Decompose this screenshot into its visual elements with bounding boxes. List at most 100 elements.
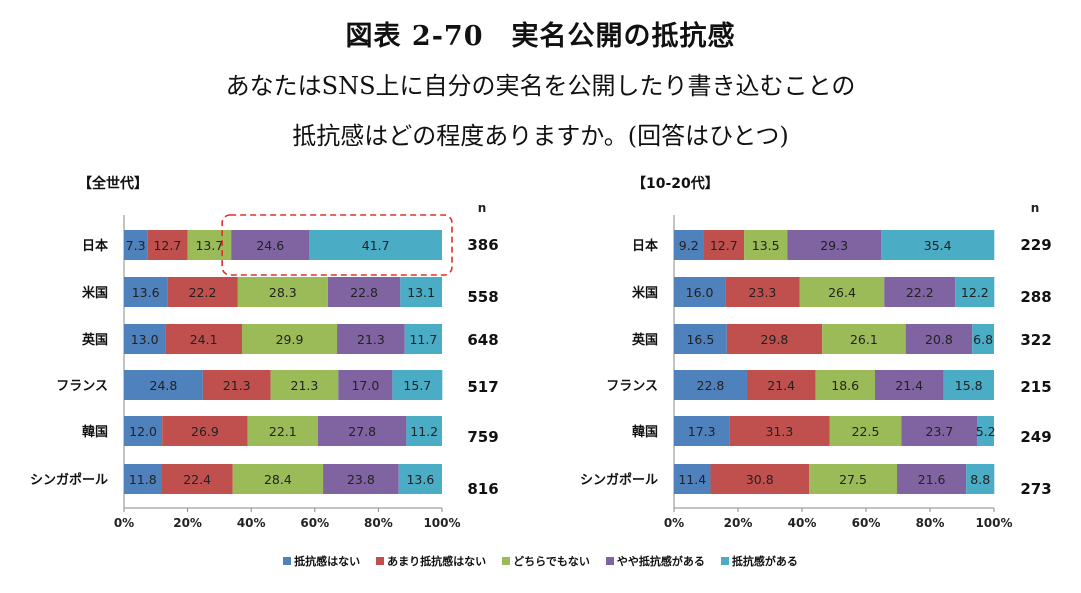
n-value: 517: [467, 378, 498, 396]
bar-segment: [725, 277, 800, 307]
data-label: 24.6: [256, 238, 284, 253]
bar-segment: [977, 416, 994, 446]
x-tick-label: 100%: [975, 516, 1012, 530]
bar-segment: [674, 464, 711, 494]
figure-title: 図表 2-70 実名公開の抵抗感: [345, 21, 736, 52]
data-label: 22.2: [906, 285, 934, 300]
legend-item: 抵抗感がある: [720, 553, 798, 569]
legend-label: 抵抗感はない: [294, 555, 361, 568]
bar-segment: [874, 370, 944, 400]
n-value: 759: [467, 428, 498, 446]
data-label: 17.0: [351, 378, 379, 393]
legend: 抵抗感はない あまり抵抗感はない どちらでもない やや抵抗感がある 抵抗感がある: [0, 553, 1081, 569]
data-label: 13.5: [752, 238, 780, 253]
data-label: 27.8: [348, 424, 376, 439]
bar-segment: [787, 230, 882, 260]
n-header: n: [1031, 201, 1040, 215]
data-label: 29.8: [761, 332, 789, 347]
x-tick-label: 0%: [114, 516, 134, 530]
bar-segment: [406, 416, 442, 446]
category-label: 日本: [82, 238, 108, 254]
data-label: 13.1: [407, 285, 435, 300]
data-label: 26.1: [850, 332, 878, 347]
data-label: 15.7: [403, 378, 431, 393]
bar-segment: [124, 277, 168, 307]
bar-segment: [147, 230, 188, 260]
legend-label: 抵抗感がある: [731, 555, 798, 568]
legend-swatch: [376, 557, 385, 565]
x-tick-label: 20%: [724, 516, 753, 530]
legend-item: やや抵抗感がある: [605, 553, 705, 569]
bar-segment: [404, 324, 442, 354]
data-label: 29.3: [820, 238, 848, 253]
bar-segment: [232, 464, 324, 494]
legend-swatch: [502, 557, 511, 565]
data-label: 31.3: [766, 424, 794, 439]
n-value: 273: [1020, 480, 1051, 498]
data-label: 15.8: [955, 378, 983, 393]
bar-segment: [955, 277, 995, 307]
data-label: 27.5: [839, 472, 867, 487]
bar-segment: [398, 464, 442, 494]
data-label: 22.8: [697, 378, 725, 393]
x-tick-label: 60%: [852, 516, 881, 530]
category-label: フランス: [56, 379, 108, 394]
data-label: 21.3: [223, 378, 251, 393]
bar-segment: [726, 324, 823, 354]
data-label: 17.3: [688, 424, 716, 439]
bar-segment: [674, 416, 730, 446]
bar-segment: [674, 277, 726, 307]
data-label: 20.8: [925, 332, 953, 347]
bar-segment: [247, 416, 318, 446]
bar-segment: [815, 370, 875, 400]
data-label: 7.3: [126, 238, 146, 253]
data-label: 18.6: [831, 378, 859, 393]
bar-segment: [901, 416, 978, 446]
data-label: 11.4: [678, 472, 706, 487]
data-label: 22.4: [183, 472, 211, 487]
data-label: 13.0: [131, 332, 159, 347]
bar-segment: [337, 324, 405, 354]
category-label: 米国: [82, 285, 108, 301]
bar-segment: [674, 324, 727, 354]
bar-segment: [270, 370, 339, 400]
bar-segment: [799, 277, 885, 307]
bar-segment: [124, 230, 148, 260]
x-tick-label: 80%: [364, 516, 393, 530]
legend-swatch: [605, 557, 614, 565]
x-tick-label: 100%: [423, 516, 460, 530]
bar-segment: [241, 324, 338, 354]
bar-segment: [124, 324, 166, 354]
bar-segment: [881, 230, 995, 260]
legend-item: 抵抗感はない: [283, 553, 360, 569]
category-label: シンガポール: [30, 472, 108, 488]
data-label: 26.4: [828, 285, 856, 300]
bar-segment: [167, 277, 238, 307]
n-value: 386: [467, 236, 498, 254]
n-header: n: [478, 201, 487, 215]
data-label: 30.8: [746, 472, 774, 487]
legend-item: あまり抵抗感はない: [376, 553, 486, 569]
bar-segment: [746, 370, 816, 400]
data-label: 5.2: [976, 424, 996, 439]
data-label: 22.1: [269, 424, 297, 439]
data-label: 24.8: [150, 378, 178, 393]
data-label: 24.1: [190, 332, 218, 347]
x-tick-label: 20%: [173, 516, 202, 530]
data-label: 11.7: [409, 332, 437, 347]
bar-segment: [966, 464, 995, 494]
data-label: 29.9: [276, 332, 304, 347]
legend-item: どちらでもない: [502, 553, 590, 569]
bar-segment: [943, 370, 994, 400]
data-label: 11.2: [410, 424, 438, 439]
n-value: 249: [1020, 428, 1051, 446]
data-label: 23.8: [347, 472, 375, 487]
bar-segment: [392, 370, 443, 400]
data-label: 12.0: [129, 424, 157, 439]
bar-segment: [165, 324, 242, 354]
data-label: 6.8: [973, 332, 993, 347]
bar-segment: [323, 464, 399, 494]
data-label: 13.7: [195, 238, 223, 253]
legend-label: あまり抵抗感はない: [387, 555, 487, 568]
